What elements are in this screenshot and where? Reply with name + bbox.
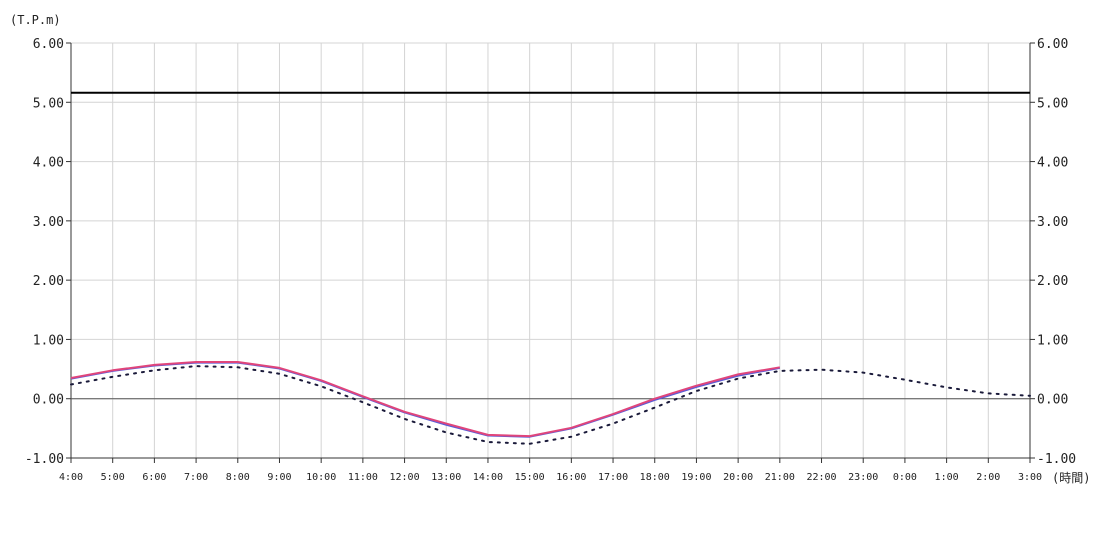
x-tick-label: 3:00	[1018, 472, 1042, 483]
x-tick-label: 18:00	[640, 472, 670, 483]
x-tick-label: 23:00	[848, 472, 878, 483]
y-tick-label-right: 3.00	[1037, 215, 1068, 230]
y-axis-unit-label: (T.P.m)	[10, 13, 61, 27]
y-tick-label-left: 6.00	[33, 37, 64, 52]
x-tick-label: 5:00	[101, 472, 125, 483]
y-tick-label-right: 6.00	[1037, 37, 1068, 52]
observed-tide-line-2	[70, 361, 780, 438]
x-tick-label: 13:00	[431, 472, 461, 483]
y-tick-label-left: 0.00	[33, 393, 64, 408]
x-tick-label: 10:00	[306, 472, 336, 483]
series-lines	[70, 91, 1031, 445]
y-tick-label-left: 3.00	[33, 215, 64, 230]
grid-lines	[70, 42, 1031, 459]
x-tick-label: 20:00	[723, 472, 753, 483]
x-axis-unit-label: (時間)	[1052, 471, 1090, 485]
x-tick-label: 14:00	[473, 472, 503, 483]
x-tick-label: 17:00	[598, 472, 628, 483]
x-tick-label: 22:00	[806, 472, 836, 483]
observed-tide-line-1	[70, 361, 780, 438]
x-tick-label: 19:00	[681, 472, 711, 483]
y-tick-label-left: 1.00	[33, 333, 64, 348]
x-tick-label: 2:00	[976, 472, 1000, 483]
x-tick-label: 1:00	[935, 472, 959, 483]
x-tick-label: 4:00	[59, 472, 83, 483]
y-tick-label-right: 4.00	[1037, 156, 1068, 171]
x-tick-label: 9:00	[267, 472, 291, 483]
y-tick-label-left: 5.00	[33, 96, 64, 111]
chart-axes	[66, 42, 1035, 463]
y-tick-label-right: 5.00	[1037, 96, 1068, 111]
x-tick-label: 7:00	[184, 472, 208, 483]
y-tick-label-left: 4.00	[33, 156, 64, 171]
y-tick-label-left: 2.00	[33, 274, 64, 289]
x-tick-label: 8:00	[226, 472, 250, 483]
x-tick-label: 11:00	[348, 472, 378, 483]
x-tick-label: 15:00	[515, 472, 545, 483]
y-tick-label-right: 2.00	[1037, 274, 1068, 289]
y-tick-label-left: -1.00	[25, 452, 64, 467]
y-tick-label-right: 1.00	[1037, 333, 1068, 348]
x-tick-label: 6:00	[142, 472, 166, 483]
y-tick-label-right: 0.00	[1037, 393, 1068, 408]
x-tick-label: 16:00	[556, 472, 586, 483]
predicted-tide-line	[70, 365, 1031, 445]
x-tick-label: 0:00	[893, 472, 917, 483]
y-tick-label-right: -1.00	[1037, 452, 1076, 467]
x-tick-label: 21:00	[765, 472, 795, 483]
tick-labels: 4:00 5:00 6:00 7:00 8:00 9:00 10:00 11:00 12:00 1…	[25, 37, 1076, 483]
x-tick-label: 12:00	[390, 472, 420, 483]
